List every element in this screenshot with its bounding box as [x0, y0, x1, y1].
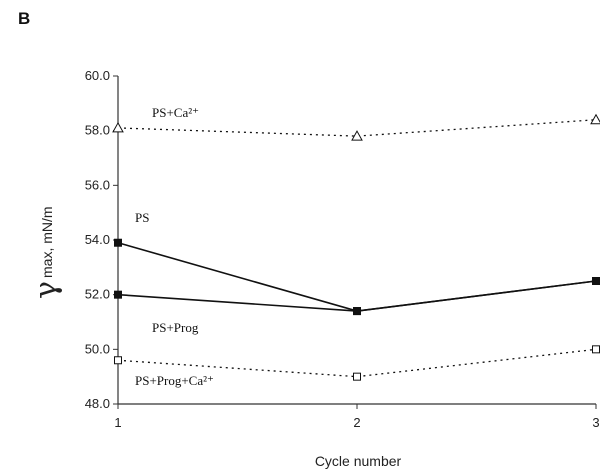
- y-axis-label: γ max, mN/m: [29, 206, 64, 299]
- y-tick-label: 50.0: [85, 341, 110, 356]
- data-point-marker: [351, 130, 363, 141]
- y-tick-label: 54.0: [85, 232, 110, 247]
- series-annotation: PS+Ca²⁺: [152, 105, 199, 120]
- series-annotation: PS: [135, 210, 149, 225]
- data-point-marker: [353, 307, 361, 316]
- series-line: [117, 348, 597, 378]
- data-point-marker: [353, 372, 361, 381]
- chart-series: [112, 113, 600, 381]
- y-tick-label: 60.0: [85, 68, 110, 83]
- y-tick-label: 56.0: [85, 177, 110, 192]
- chart-axes: 48.0 50.0 52.0 54.0 56.0 58.0 60.0 1 2 3: [85, 68, 600, 430]
- data-point-marker: [114, 238, 122, 247]
- y-tick-label: 58.0: [85, 123, 110, 138]
- y-tick-label: 52.0: [85, 287, 110, 302]
- data-point-marker: [112, 121, 124, 133]
- x-axis-label: Cycle number: [315, 453, 402, 469]
- data-point-marker: [592, 277, 600, 285]
- data-point-marker: [114, 290, 122, 299]
- x-tick-label: 2: [353, 415, 360, 430]
- series-line: [117, 119, 597, 137]
- data-point-marker: [590, 113, 600, 125]
- chart-annotations: PS+Ca²⁺ PS PS+Prog PS+Prog+Ca²⁺: [135, 105, 214, 388]
- data-point-marker: [592, 345, 600, 354]
- series-annotation: PS+Prog: [152, 320, 199, 335]
- series-annotation: PS+Prog+Ca²⁺: [135, 373, 214, 388]
- y-axis-label-symbol: γ: [29, 281, 64, 299]
- x-tick-label: 3: [592, 415, 599, 430]
- data-point-marker: [114, 356, 122, 365]
- series-line: [117, 241, 597, 312]
- panel-label: B: [18, 9, 30, 28]
- x-tick-label: 1: [114, 415, 121, 430]
- series-line: [117, 280, 597, 312]
- y-tick-label: 48.0: [85, 396, 110, 411]
- y-axis-label-text: max, mN/m: [39, 206, 55, 278]
